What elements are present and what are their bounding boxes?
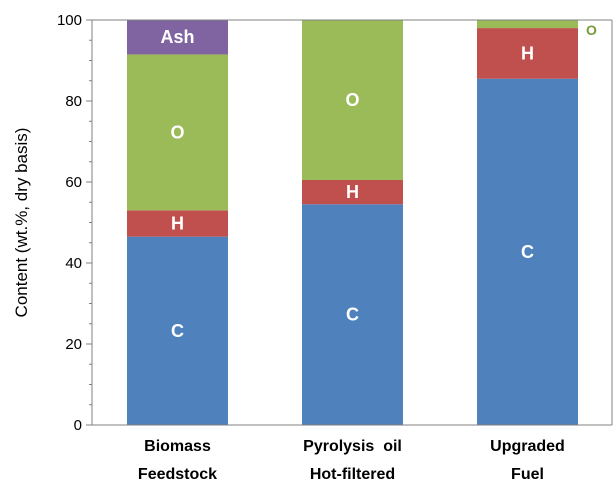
- segment-label-o-1: O: [170, 122, 184, 142]
- category-label-1-line-2: Feedstock: [138, 466, 217, 483]
- segment-label-ash-1: Ash: [160, 27, 194, 47]
- segment-label-h-2: H: [346, 182, 359, 202]
- y-tick-label-60: 60: [65, 174, 82, 191]
- segment-label-h-3: H: [521, 43, 534, 63]
- bar-segment-h-1: [127, 210, 228, 237]
- bar-segment-o-2: [302, 20, 403, 180]
- bar-segment-h-2: [302, 179, 403, 205]
- y-axis-title: Content (wt.%, dry basis): [12, 128, 31, 318]
- category-label-2-line-1: Pyrolysis oil: [303, 438, 402, 455]
- y-tick-label-100: 100: [57, 12, 82, 29]
- bar-segment-c-2: [302, 204, 403, 425]
- category-label-2-line-2: Hot-filtered: [310, 466, 395, 483]
- y-tick-label-80: 80: [65, 93, 82, 110]
- segment-label-o-2: O: [345, 90, 359, 110]
- segment-label-c-2: C: [346, 305, 359, 325]
- bar-segment-ash-1: [127, 20, 228, 55]
- segment-label-c-1: C: [171, 321, 184, 341]
- bar-segment-o-1: [127, 54, 228, 211]
- segment-label-o-3: O: [586, 22, 597, 38]
- category-label-3-line-2: Fuel: [511, 466, 544, 483]
- bar-segment-o-3: [477, 20, 578, 29]
- y-tick-label-20: 20: [65, 336, 82, 353]
- bar-segment-h-3: [477, 28, 578, 79]
- bar-segment-c-1: [127, 236, 228, 425]
- y-tick-label-0: 0: [74, 417, 82, 434]
- category-label-3-line-1: Upgraded: [490, 438, 565, 455]
- category-label-1-line-1: Biomass: [144, 438, 211, 455]
- segment-label-h-1: H: [171, 214, 184, 234]
- segment-label-c-3: C: [521, 242, 534, 262]
- y-tick-label-40: 40: [65, 255, 82, 272]
- bar-segment-c-3: [477, 78, 578, 425]
- plot-area: C H O Ash Biomass Feedstock C H O Pyrolysis oil Ho…: [12, 12, 613, 483]
